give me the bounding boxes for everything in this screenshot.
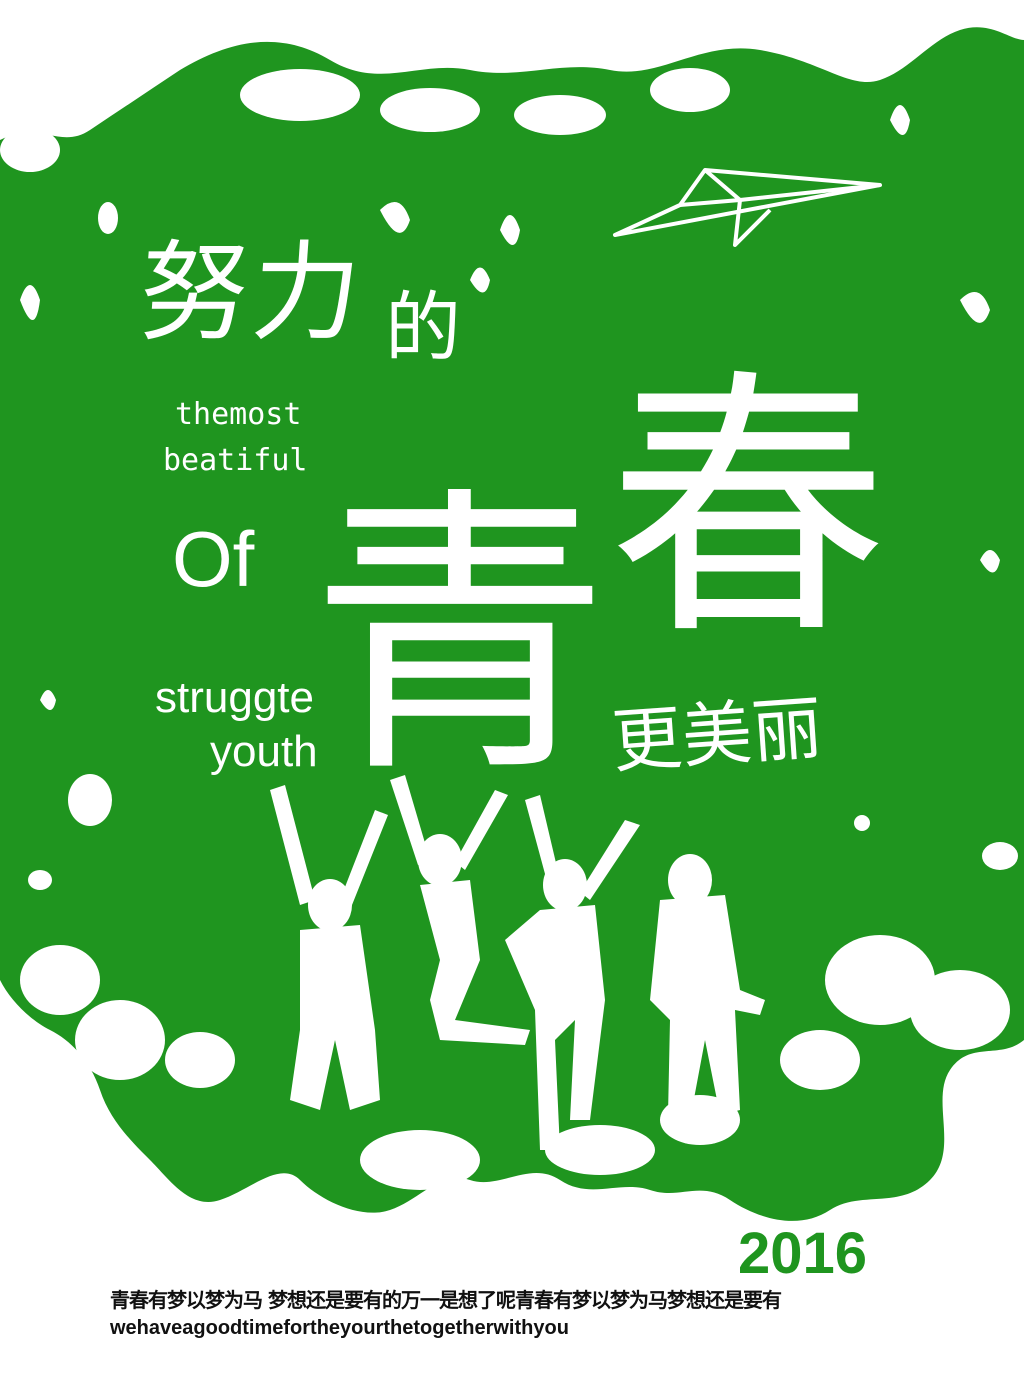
title-chun: 春 (608, 347, 888, 673)
footer-english-text: wehaveagoodtimefortheyourthetogetherwith… (110, 1317, 569, 1339)
title-nuli: 努力 (135, 231, 369, 356)
paint-splatter (0, 42, 1018, 1190)
year-label: 2016 (738, 1221, 868, 1286)
green-paint-splash (0, 27, 1024, 1221)
subtitle-struggte: struggte (155, 673, 314, 722)
title-de: 的 (385, 283, 461, 372)
title-qing: 青 (310, 463, 610, 812)
paper-plane-icon (613, 168, 882, 247)
subtitle-youth: youth (210, 727, 318, 776)
jumping-people-silhouette (270, 775, 765, 1150)
title-gengmeili: 更美丽 (609, 686, 825, 784)
subtitle-beatiful: beatiful (163, 443, 308, 478)
subtitle-themost: themost (175, 397, 302, 432)
subtitle-of: Of (172, 515, 255, 603)
footer-chinese-text: 青春有梦以梦为马 梦想还是要有的万一是想了呢青春有梦以梦为马梦想还是要有 (110, 1288, 782, 1312)
